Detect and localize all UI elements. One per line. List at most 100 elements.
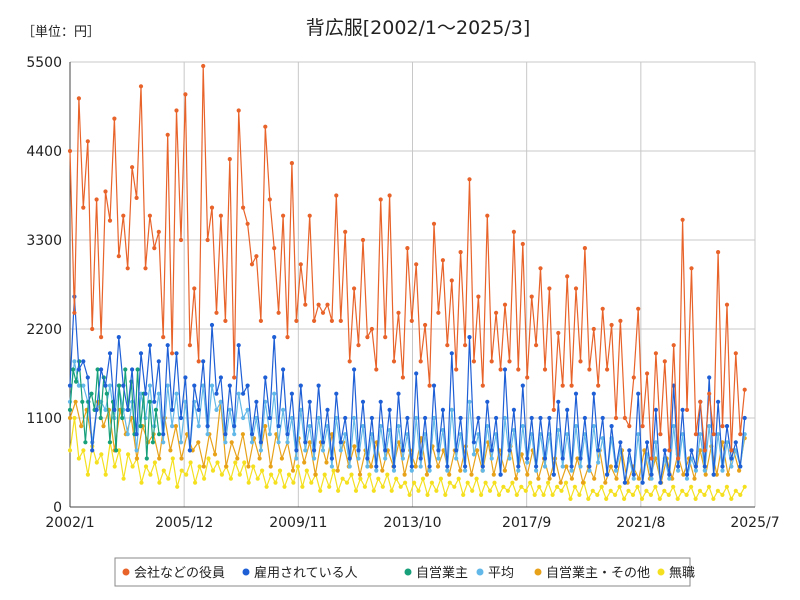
- data-point: [98, 415, 103, 421]
- data-point: [458, 468, 463, 473]
- data-point: [81, 448, 86, 453]
- data-point: [662, 448, 667, 453]
- data-point: [470, 488, 475, 493]
- data-point: [538, 266, 543, 271]
- data-point: [107, 383, 113, 388]
- data-point: [636, 432, 641, 437]
- data-point: [578, 456, 583, 461]
- data-point: [249, 440, 255, 445]
- data-point: [689, 448, 694, 453]
- data-point: [254, 254, 259, 259]
- data-point: [636, 476, 641, 481]
- data-point: [196, 359, 201, 364]
- data-point: [491, 472, 496, 477]
- data-point: [383, 456, 388, 461]
- data-point: [684, 472, 690, 477]
- data-point: [436, 448, 441, 453]
- data-point: [573, 391, 579, 396]
- data-point: [365, 464, 370, 469]
- data-point: [352, 444, 357, 449]
- data-point: [258, 318, 263, 323]
- data-point: [431, 221, 437, 226]
- data-point: [325, 302, 330, 307]
- data-point: [452, 484, 457, 489]
- data-point: [556, 399, 561, 404]
- data-point: [123, 367, 128, 372]
- data-point: [374, 367, 379, 372]
- data-point: [580, 480, 586, 485]
- data-point: [245, 383, 250, 388]
- data-point: [338, 318, 343, 323]
- data-point: [445, 464, 450, 469]
- legend-label: 会社などの役員: [134, 565, 225, 581]
- data-point: [742, 387, 747, 392]
- data-point: [591, 424, 596, 429]
- data-point: [496, 492, 502, 497]
- data-point: [613, 492, 618, 497]
- data-point: [423, 415, 428, 421]
- data-point: [519, 452, 524, 457]
- data-point: [170, 424, 175, 429]
- data-point: [325, 407, 330, 412]
- data-point: [184, 472, 189, 477]
- data-point: [438, 476, 443, 481]
- y-tick-label: 4400: [26, 144, 62, 160]
- data-point: [471, 359, 476, 364]
- data-point: [653, 407, 659, 412]
- data-point: [130, 165, 135, 170]
- data-point: [485, 213, 490, 218]
- data-point: [205, 237, 210, 243]
- data-point: [254, 399, 259, 404]
- data-point: [596, 448, 601, 453]
- data-point: [219, 472, 224, 477]
- data-point: [684, 492, 689, 497]
- data-point: [165, 383, 170, 388]
- data-point: [505, 488, 510, 493]
- data-point: [425, 492, 430, 497]
- data-point: [139, 480, 144, 485]
- data-point: [147, 343, 152, 348]
- data-point: [416, 488, 421, 493]
- data-point: [338, 440, 343, 445]
- y-tick-label: 3300: [26, 233, 62, 249]
- data-point: [483, 480, 488, 485]
- data-point: [224, 464, 229, 469]
- data-point: [349, 472, 354, 477]
- data-point: [281, 407, 286, 412]
- data-point: [331, 468, 336, 473]
- data-point: [316, 415, 321, 421]
- data-point: [474, 476, 479, 481]
- data-point: [720, 468, 725, 473]
- data-point: [608, 464, 614, 469]
- data-point: [316, 302, 321, 307]
- data-point: [461, 492, 466, 497]
- data-point: [534, 468, 539, 473]
- data-point: [112, 116, 117, 121]
- data-point: [353, 488, 359, 493]
- data-point: [294, 448, 299, 453]
- x-tick-label: 2025/7: [730, 515, 779, 531]
- data-point: [445, 468, 450, 473]
- data-point: [476, 415, 481, 421]
- data-point: [514, 476, 519, 481]
- data-point: [436, 310, 441, 315]
- data-point: [374, 468, 379, 473]
- data-point: [396, 424, 401, 429]
- data-point: [467, 335, 472, 340]
- data-point: [590, 488, 595, 493]
- data-point: [352, 415, 357, 421]
- data-point: [698, 399, 703, 404]
- data-point: [689, 266, 694, 271]
- data-point: [427, 383, 432, 388]
- data-point: [738, 432, 743, 437]
- data-point: [507, 456, 512, 461]
- data-point: [596, 460, 601, 465]
- data-point: [343, 415, 348, 421]
- data-point: [547, 476, 552, 481]
- data-point: [343, 229, 348, 234]
- data-point: [645, 371, 650, 376]
- data-point: [711, 472, 716, 477]
- data-point: [312, 448, 317, 453]
- data-point: [435, 464, 441, 469]
- data-point: [551, 407, 556, 412]
